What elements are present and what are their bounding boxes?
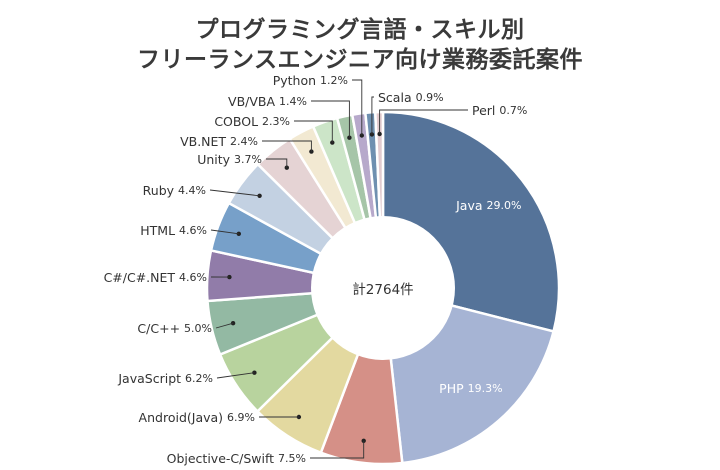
slice-label-name: COBOL [214,114,258,129]
leader-line-objective-c-swift [310,440,365,459]
slice-label-percent: 5.0% [184,322,212,335]
slice-label-percent: 6.2% [185,372,213,385]
leader-line-vb-vba [311,100,350,138]
slice-label-percent: 7.5% [278,452,306,465]
slice-label-php: PHP 19.3% [439,381,502,396]
slice-label-percent: 6.9% [227,411,255,424]
slice-label-c-c-net: C#/C#.NET 4.6% [104,270,207,285]
slice-label-name: C#/C#.NET [104,270,176,285]
slice-label-percent: 2.4% [230,135,258,148]
leader-line-ruby [209,189,260,197]
slice-label-scala: Scala 0.9% [378,90,444,105]
slice-label-percent: 4.6% [179,271,207,284]
slice-label-name: HTML [140,223,175,238]
slice-label-name: Unity [197,152,230,167]
leader-line-scala [371,96,374,135]
slice-label-name: PHP [439,381,464,396]
slice-label-perl: Perl 0.7% [472,103,527,118]
slice-label-name: Python [273,73,316,88]
slice-label-percent: 1.4% [279,95,307,108]
leader-line-unity [266,158,288,168]
slice-label-percent: 19.3% [468,382,503,395]
slice-label-c-c: C/C++ 5.0% [137,321,212,336]
slice-label-percent: 0.7% [499,104,527,117]
slice-label-percent: 1.2% [320,74,348,87]
slice-label-percent: 4.4% [178,184,206,197]
slice-label-name: Scala [378,90,412,105]
leader-line-html [210,229,239,235]
slice-label-percent: 4.6% [179,224,207,237]
slice-label-javascript: JavaScript 6.2% [117,371,213,386]
slice-label-name: Ruby [143,183,175,198]
slice-label-name: JavaScript [117,371,181,386]
slice-label-percent: 3.7% [234,153,262,166]
slice-label-objective-c-swift: Objective-C/Swift 7.5% [167,451,306,466]
leader-line-python [352,79,363,136]
slice-label-name: Objective-C/Swift [167,451,275,466]
chart-title-line-2: フリーランスエンジニア向け業務委託案件 [136,47,584,73]
center-total-label: 計2764件 [352,282,413,298]
slice-label-cobol: COBOL 2.3% [214,114,290,129]
slice-label-name: VB/VBA [228,94,275,109]
slice-label-name: Java [455,197,482,212]
slice-label-java: Java 29.0% [455,197,521,212]
slice-label-python: Python 1.2% [273,73,348,88]
slice-label-html: HTML 4.6% [140,223,207,238]
leader-line-c-c [215,322,234,329]
slice-label-name: Android(Java) [139,410,224,425]
slice-label-name: VB.NET [180,134,226,149]
slice-label-name: Perl [472,103,495,118]
slice-label-vb-net: VB.NET 2.4% [180,134,258,149]
leader-line-cobol [294,120,333,143]
slice-label-percent: 2.3% [262,115,290,128]
slice-label-vb-vba: VB/VBA 1.4% [228,94,307,109]
slice-label-unity: Unity 3.7% [197,152,262,167]
chart-title-line-1: プログラミング言語・スキル別 [195,17,525,43]
slice-label-ruby: Ruby 4.4% [143,183,206,198]
leader-line-perl [379,109,468,134]
leader-line-vb-net [262,140,312,152]
slice-label-percent: 0.9% [416,91,444,104]
slice-label-percent: 29.0% [487,199,522,212]
slice-label-name: C/C++ [137,321,180,336]
leader-line-javascript [216,372,255,379]
slice-label-android-java: Android(Java) 6.9% [139,410,255,425]
